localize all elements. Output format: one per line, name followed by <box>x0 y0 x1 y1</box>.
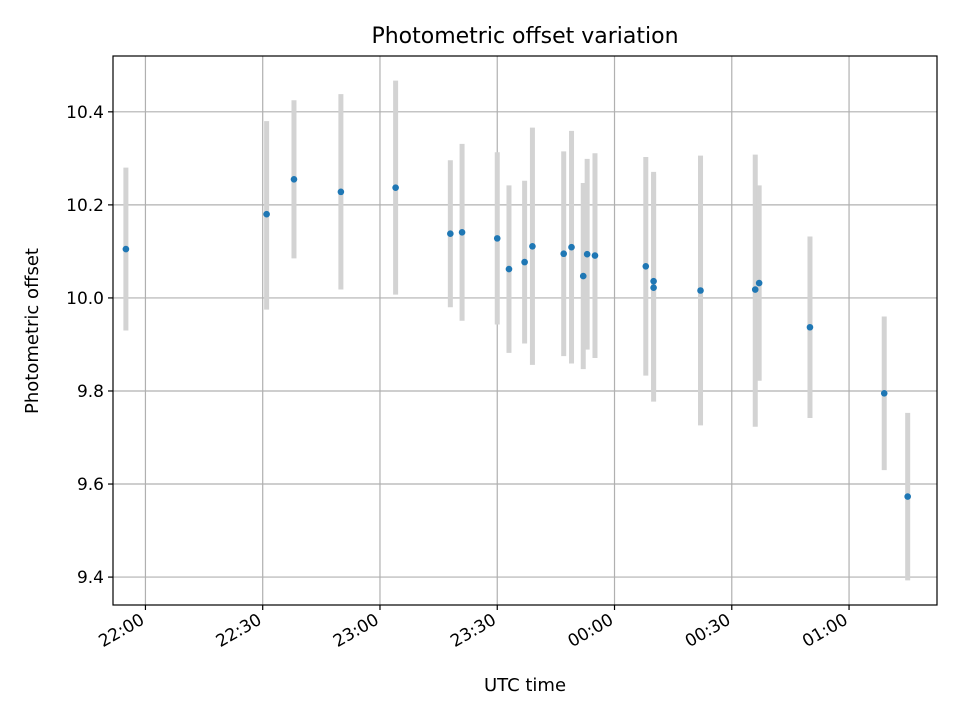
data-point <box>751 286 759 293</box>
data-point <box>642 262 650 270</box>
data-point <box>591 252 599 259</box>
data-point <box>568 243 575 251</box>
data-point <box>337 188 345 196</box>
data-point <box>505 265 513 273</box>
data-point <box>904 493 911 500</box>
y-tick-label: 10.4 <box>66 103 104 123</box>
data-point <box>447 230 454 238</box>
y-axis-label: Photometric offset <box>22 248 43 414</box>
data-point <box>755 279 763 287</box>
data-point <box>458 229 466 236</box>
data-point <box>583 250 591 258</box>
data-point <box>579 272 587 280</box>
data-point <box>650 277 657 285</box>
data-point <box>493 235 501 242</box>
data-point <box>650 284 657 291</box>
x-axis-label: UTC time <box>484 675 566 696</box>
data-point <box>290 175 298 183</box>
data-point <box>521 258 528 266</box>
data-point <box>529 242 536 250</box>
data-point <box>560 250 567 258</box>
data-point <box>880 390 888 397</box>
data-point <box>806 323 814 331</box>
plot-frame <box>112 55 938 606</box>
data-point <box>697 287 704 294</box>
y-tick-label: 9.8 <box>77 382 104 402</box>
data-point <box>122 245 130 253</box>
grid-lines <box>113 56 937 605</box>
data-points <box>122 175 911 500</box>
y-axis-ticks: 9.4 9.6 9.8 10.0 10.2 10.4 <box>66 103 113 588</box>
data-point <box>392 184 399 191</box>
y-tick-label: 10.2 <box>66 196 104 216</box>
chart-title: Photometric offset variation <box>371 24 678 49</box>
y-tick-label: 9.4 <box>77 568 104 588</box>
y-tick-label: 9.6 <box>77 475 104 495</box>
data-point <box>263 210 270 218</box>
y-tick-label: 10.0 <box>66 289 104 309</box>
